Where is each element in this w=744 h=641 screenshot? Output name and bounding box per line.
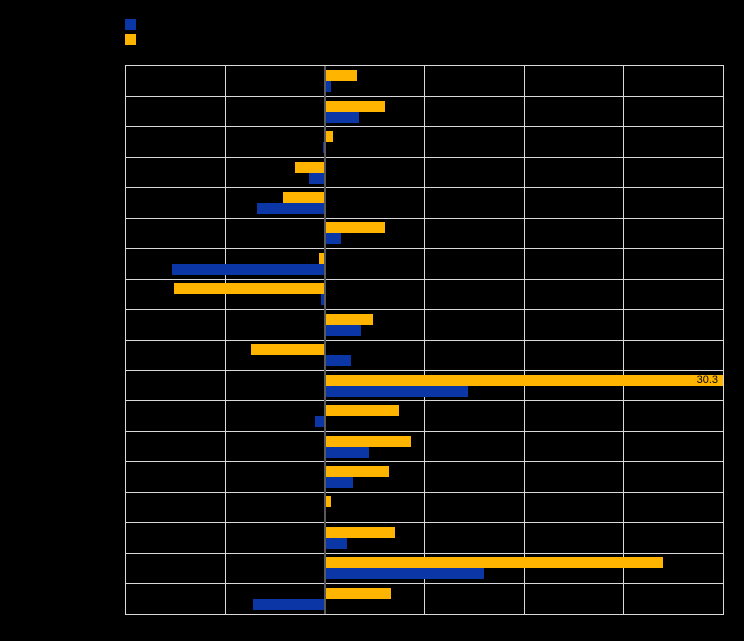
data-label-30.3: 30.3: [696, 373, 718, 386]
legend-item-blue-series: [125, 19, 142, 30]
bar-orange-row-16: [325, 526, 395, 538]
legend-item-orange-series: [125, 34, 142, 45]
bar-orange-row-11: [325, 374, 723, 386]
bar-blue-row-14: [325, 477, 353, 488]
horizontal-gridline: [126, 461, 723, 463]
bar-blue-row-18: [253, 598, 325, 610]
bar-blue-row-7: [171, 263, 325, 275]
bar-blue-row-12: [315, 416, 325, 428]
bar-orange-row-6: [325, 222, 385, 234]
bar-blue-row-9: [325, 324, 361, 336]
bar-blue-row-2: [325, 111, 359, 123]
horizontal-gridline: [126, 400, 723, 402]
chart-legend: [125, 19, 142, 45]
horizontal-gridline: [126, 156, 723, 158]
horizontal-gridline: [126, 217, 723, 219]
legend-swatch-blue: [125, 19, 136, 30]
horizontal-gridline: [126, 126, 723, 128]
horizontal-gridline: [126, 552, 723, 554]
horizontal-gridline: [126, 522, 723, 524]
bar-blue-row-16: [325, 537, 347, 549]
bar-orange-row-3: [325, 131, 333, 143]
bar-orange-row-5: [283, 192, 325, 203]
bar-blue-row-4: [309, 172, 325, 184]
bar-blue-row-11: [325, 385, 469, 397]
bar-blue-row-8: [321, 294, 325, 306]
bar-orange-row-7: [319, 252, 325, 264]
bar-orange-row-13: [325, 435, 411, 447]
horizontal-gridline: [126, 430, 723, 432]
horizontal-gridline: [126, 583, 723, 585]
bar-orange-row-2: [325, 100, 385, 112]
horizontal-gridline: [126, 339, 723, 341]
legend-swatch-orange: [125, 34, 136, 45]
bar-orange-row-17: [325, 557, 664, 569]
bar-orange-row-18: [325, 587, 391, 599]
bar-orange-row-8: [173, 283, 325, 295]
horizontal-gridline: [126, 187, 723, 189]
bar-blue-row-17: [325, 568, 485, 580]
zero-axis-line: [324, 66, 326, 614]
bar-orange-row-12: [325, 405, 399, 417]
bar-blue-row-10: [325, 355, 351, 367]
bar-orange-row-9: [325, 313, 373, 325]
plot-area: 30.3: [125, 65, 724, 615]
horizontal-gridline: [126, 278, 723, 280]
bar-orange-row-1: [325, 70, 357, 82]
bar-orange-row-15: [325, 496, 331, 508]
horizontal-gridline: [126, 369, 723, 371]
bar-blue-row-13: [325, 446, 369, 458]
horizontal-gridline: [126, 95, 723, 97]
bar-orange-row-10: [251, 344, 325, 356]
bar-blue-row-6: [325, 233, 341, 245]
bar-blue-row-3: [323, 142, 325, 154]
bar-blue-row-1: [325, 81, 331, 93]
horizontal-gridline: [126, 491, 723, 493]
horizontal-gridline: [126, 309, 723, 311]
horizontal-gridline: [126, 248, 723, 250]
bar-orange-row-4: [295, 161, 325, 173]
bar-blue-row-5: [257, 203, 325, 214]
bar-orange-row-14: [325, 466, 389, 477]
